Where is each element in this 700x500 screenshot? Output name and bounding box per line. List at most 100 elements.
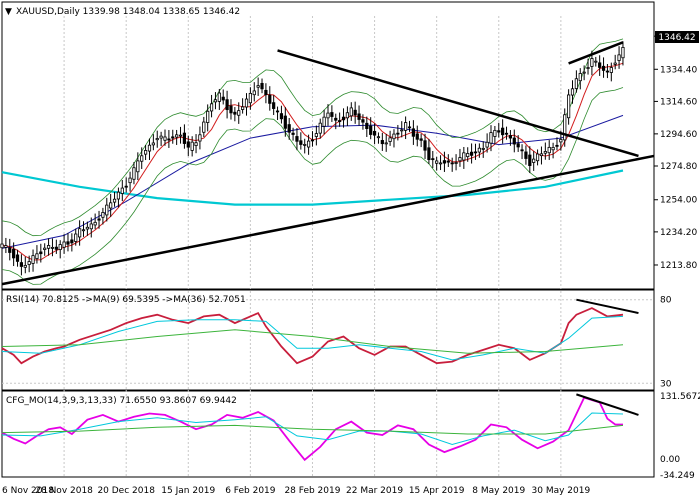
- candle-body-bull: [136, 160, 140, 173]
- y-tick-label: 1213.80: [660, 261, 697, 271]
- candle-body-bull: [582, 71, 586, 74]
- candle-body-bull: [485, 141, 489, 148]
- candle-body-bear: [167, 138, 171, 141]
- candle: [574, 70, 578, 93]
- candle-body-bull: [489, 132, 493, 144]
- candle-body-bear: [272, 102, 276, 109]
- candle-body-bear: [528, 154, 532, 166]
- candle: [163, 129, 167, 146]
- cfg-y-tick-label: 0.00: [660, 455, 680, 465]
- y-tick-label: 1254.00: [660, 196, 697, 206]
- candle-body-bull: [326, 112, 330, 119]
- candle: [369, 117, 373, 140]
- candle: [353, 101, 357, 124]
- candle-body-bull: [547, 146, 551, 154]
- candle-body-bear: [372, 130, 377, 136]
- candle: [516, 135, 520, 152]
- candle-body-bull: [128, 177, 132, 184]
- candle: [609, 62, 613, 82]
- candle-body-bull: [617, 54, 621, 61]
- candle: [489, 125, 493, 152]
- rsi-ma-fast-line: [1, 315, 624, 361]
- rsi-ma-slow-line: [1, 329, 624, 354]
- candle-body-bull: [578, 73, 582, 82]
- candle: [388, 130, 392, 146]
- candle: [143, 145, 148, 161]
- candle-body-bull: [101, 212, 105, 218]
- candle: [299, 132, 303, 150]
- candle-body-bull: [112, 198, 117, 203]
- candle: [318, 118, 322, 139]
- candle-body-bull: [435, 160, 439, 164]
- candle: [31, 249, 35, 272]
- candle-body-bull: [384, 142, 388, 145]
- candle: [70, 233, 74, 252]
- candle-body-bear: [361, 119, 365, 123]
- candle-body-bull: [23, 265, 27, 268]
- candle-body-bull: [318, 122, 322, 134]
- candle: [380, 132, 384, 151]
- candle-body-bull: [574, 78, 578, 89]
- y-tick-label: 1274.80: [660, 162, 697, 172]
- candle-body-bull: [559, 138, 563, 143]
- candle-body-bull: [89, 223, 93, 230]
- candle: [206, 104, 210, 132]
- ma-long-line: [1, 169, 624, 206]
- candle-body-bear: [54, 246, 58, 250]
- candle-body-bull: [163, 136, 167, 141]
- candle-body-bear: [334, 117, 338, 121]
- candle: [109, 193, 113, 217]
- last-price-tag: 1346.42: [655, 31, 699, 43]
- candle-body-bear: [369, 125, 373, 135]
- candle: [81, 221, 86, 237]
- candle: [190, 136, 194, 157]
- candle-body-bull: [202, 121, 206, 133]
- candle: [481, 141, 485, 158]
- rsi-panel-title: RSI(14) 70.8125 ->MA(9) 69.5395 ->MA(36)…: [6, 295, 246, 305]
- candle: [112, 191, 117, 207]
- bollinger-lower-line: [1, 87, 624, 285]
- candle-body-bull: [155, 138, 159, 141]
- candle: [446, 154, 450, 167]
- candle-body-bull: [462, 152, 466, 161]
- candle: [547, 140, 551, 160]
- candle-body-bear: [601, 65, 606, 71]
- candle-body-bull: [27, 261, 31, 265]
- candle: [43, 243, 47, 256]
- candle: [435, 156, 439, 171]
- candle-body-bull: [404, 122, 408, 131]
- candle-body-bear: [353, 109, 357, 116]
- candle: [291, 127, 295, 141]
- rsi-y-tick-label: 30: [660, 379, 672, 389]
- rsi-y-tick-label: 80: [660, 296, 672, 306]
- candle: [74, 228, 78, 246]
- candle-body-bear: [469, 151, 474, 156]
- candle-body-bull: [563, 114, 567, 141]
- candle-body-bull: [493, 129, 497, 137]
- x-tick-label: 22 Mar 2019: [346, 486, 403, 496]
- candle: [19, 254, 24, 276]
- candle: [365, 116, 369, 137]
- candle-body-bull: [388, 137, 392, 142]
- candle: [392, 129, 396, 148]
- trendline-rising-channel-top: [568, 41, 624, 65]
- candle: [404, 116, 408, 140]
- candle: [508, 130, 513, 146]
- candle-body-bull: [178, 134, 183, 137]
- candle-body-bull: [438, 162, 443, 165]
- candle: [407, 120, 412, 132]
- candle-body-bull: [35, 253, 39, 260]
- candle: [279, 105, 284, 124]
- candle: [427, 138, 431, 165]
- x-tick-label: 15 Apr 2019: [409, 486, 465, 496]
- candle: [400, 121, 404, 138]
- candle: [345, 106, 350, 127]
- y-tick-label: 1234.20: [660, 228, 697, 238]
- candle: [241, 98, 245, 114]
- candle: [101, 207, 105, 225]
- candle: [194, 134, 198, 154]
- candle: [396, 124, 400, 141]
- candle-body-bear: [473, 151, 478, 154]
- candle: [504, 126, 509, 140]
- candle-body-bear: [380, 140, 384, 145]
